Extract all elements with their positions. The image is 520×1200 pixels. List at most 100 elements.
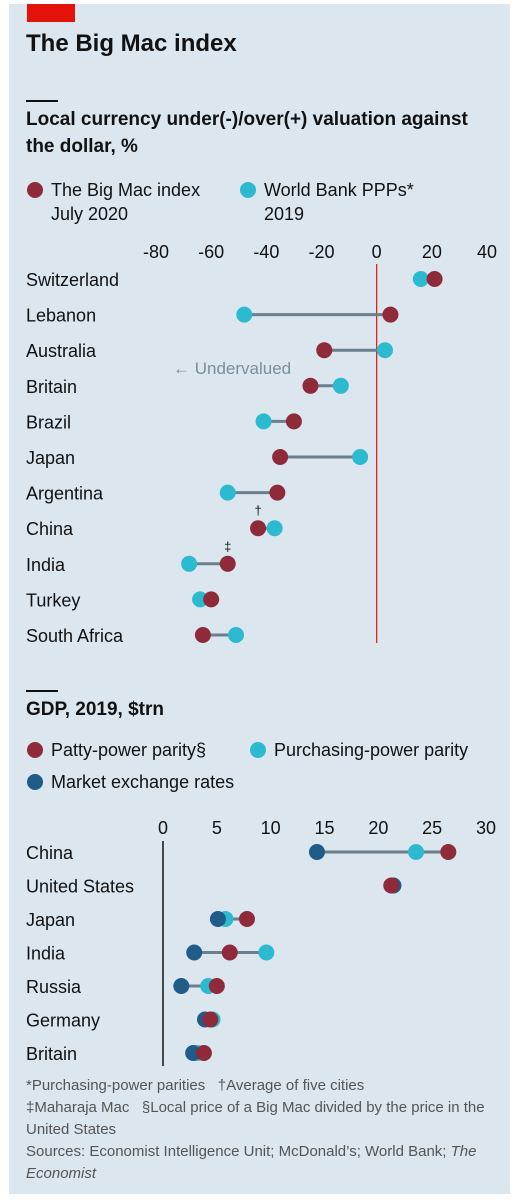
chart2-subtitle: GDP, 2019, $trn [26,699,165,720]
section-rule [26,690,58,692]
chart2-legend-item-patty: Patty-power parity§ [27,738,206,762]
data-point [195,1045,212,1061]
data-point [383,877,400,894]
x-tick-label: 40 [477,242,497,262]
chart2-legend-item-ppp: Purchasing-power parity [250,738,468,762]
legend-label: The Big Mac index [51,180,201,200]
x-tick-label: -20 [308,242,334,262]
data-point [227,627,244,643]
category-label: China [26,519,74,539]
x-tick-label: 0 [158,818,168,838]
legend-label: Patty-power parity§ [51,740,207,760]
footnote-dagger: †Average of five cities [217,1077,365,1094]
data-point [209,911,226,927]
legend-sublabel: 2019 [264,204,305,224]
data-point [352,449,369,465]
x-tick-label: 10 [261,818,281,838]
category-label: Argentina [26,484,104,504]
data-point [258,944,275,961]
category-label: China [26,843,74,863]
footnotes: *Purchasing-power parities †Average of f… [26,1075,496,1185]
data-point [308,844,325,860]
chart2-legend-item-market: Market exchange rates [27,770,234,794]
data-point [208,978,225,994]
category-label: Britain [26,377,77,397]
category-label: India [26,944,66,964]
legend-label: Market exchange rates [51,772,235,792]
bigmac-legend-dot [27,182,43,198]
section-rule [26,100,58,102]
footnote-mark: ‡ [224,539,231,554]
category-label: United States [26,877,134,897]
legend-label: World Bank PPPs* [264,180,414,200]
category-label: Turkey [26,590,80,610]
page-title: The Big Mac index [26,30,237,57]
x-tick-label: 5 [212,818,222,838]
data-point [203,591,220,608]
data-point [173,978,190,994]
data-point [285,413,302,430]
data-point [238,911,255,927]
data-point [412,271,429,287]
x-tick-label: 25 [422,818,442,838]
data-point [408,844,425,860]
data-point [426,271,443,287]
x-tick-label: 15 [314,818,334,838]
data-point [202,1011,219,1028]
chart1-subtitle: Local currency under(-)/over(+) valuatio… [26,109,468,157]
data-point [382,306,399,323]
data-point [316,342,333,359]
category-label: Germany [26,1011,100,1031]
footnote-maharaja: ‡Maharaja Mac [26,1099,130,1116]
x-tick-label: 20 [422,242,442,262]
data-point [194,627,211,643]
x-tick-label: -40 [253,242,279,262]
data-point [266,520,283,537]
data-point [302,377,319,394]
footnote-sources-italic: The Economist [26,1143,477,1182]
ppp-legend-dot [240,182,256,198]
category-label: Lebanon [26,306,96,326]
data-point [219,555,236,572]
data-point [255,413,272,430]
x-tick-label: 30 [476,818,496,838]
legend-label: Purchasing-power parity [274,740,469,760]
category-label: South Africa [26,626,124,646]
ppp-legend-dot [250,742,266,758]
category-label: Japan [26,448,75,468]
data-point [376,342,393,359]
category-label: India [26,555,66,575]
data-point [332,377,349,394]
data-point [192,591,209,608]
footnote-mark: † [254,503,261,518]
data-point [440,844,457,860]
legend-sublabel: July 2020 [51,204,129,224]
footnote-sources: Sources: Economist Intelligence Unit; Mc… [26,1143,451,1160]
undervalued-annotation: ← Undervalued [173,359,291,378]
data-point [219,484,236,501]
category-label: Britain [26,1044,77,1064]
footnote-section: §Local price of a Big Mac divided by the… [26,1099,485,1138]
data-point [236,306,253,323]
patty-legend-dot [27,742,43,758]
data-point [250,520,267,537]
category-label: Russia [26,977,82,997]
category-label: Japan [26,910,75,930]
x-tick-label: 0 [372,242,382,262]
category-label: Australia [26,341,97,361]
data-point [186,944,203,961]
data-point [272,449,289,465]
category-label: Switzerland [26,270,119,290]
data-point [269,484,286,501]
data-point [221,944,238,961]
footnote-ppp: *Purchasing-power parities [26,1077,206,1094]
x-tick-label: 20 [368,818,388,838]
data-point [181,555,198,572]
brand-red-bar [27,4,75,22]
x-tick-label: -60 [198,242,224,262]
market-legend-dot [27,774,43,790]
category-label: Brazil [26,412,71,432]
chart-panel [9,4,510,1194]
x-tick-label: -80 [143,242,169,262]
